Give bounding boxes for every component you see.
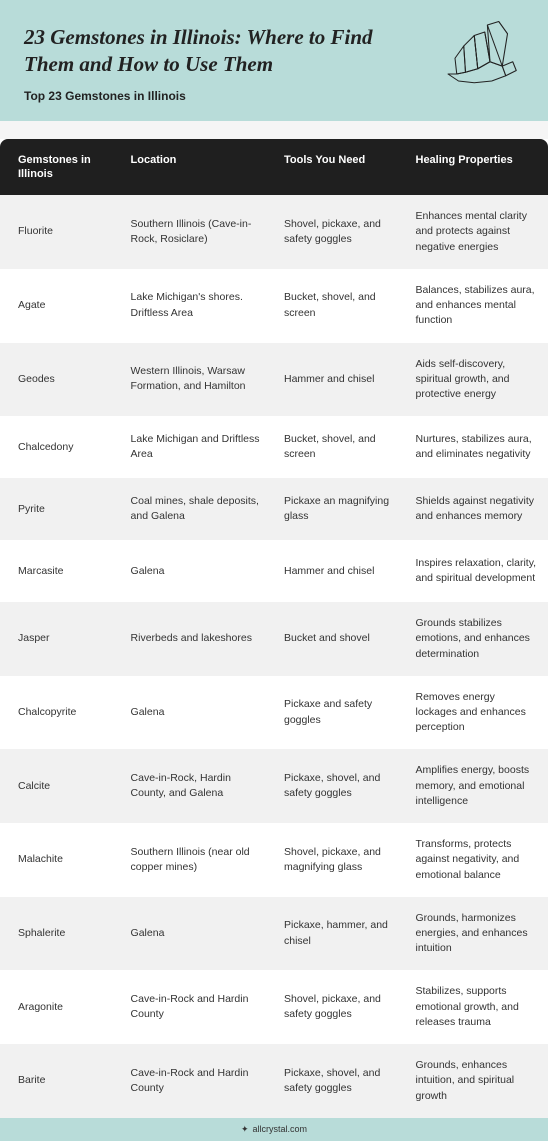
table-cell: Marcasite <box>0 550 121 593</box>
table-row: FluoriteSouthern Illinois (Cave-in-Rock,… <box>0 195 548 269</box>
table-row: BariteCave-in-Rock and Hardin CountyPick… <box>0 1044 548 1118</box>
table-cell: Shovel, pickaxe, and safety goggles <box>274 978 406 1036</box>
page-subtitle: Top 23 Gemstones in Illinois <box>24 89 524 103</box>
th-location: Location <box>121 139 274 196</box>
table-body: FluoriteSouthern Illinois (Cave-in-Rock,… <box>0 195 548 1118</box>
table-cell: Galena <box>121 550 274 593</box>
table-cell: Aragonite <box>0 986 121 1029</box>
header: 23 Gemstones in Illinois: Where to Find … <box>0 0 548 121</box>
table-cell: Calcite <box>0 765 121 808</box>
table-cell: Pickaxe, shovel, and safety goggles <box>274 1052 406 1110</box>
table-cell: Jasper <box>0 617 121 660</box>
table-cell: Grounds stabilizes emotions, and enhance… <box>406 602 548 676</box>
table-cell: Transforms, protects against negativity,… <box>406 823 548 897</box>
table-cell: Shovel, pickaxe, and safety goggles <box>274 203 406 261</box>
table-cell: Galena <box>121 691 274 734</box>
table-cell: Pickaxe and safety goggles <box>274 683 406 741</box>
table-cell: Coal mines, shale deposits, and Galena <box>121 480 274 538</box>
table-cell: Lake Michigan and Driftless Area <box>121 418 274 476</box>
table-cell: Barite <box>0 1059 121 1102</box>
table-row: GeodesWestern Illinois, Warsaw Formation… <box>0 343 548 417</box>
table-cell: Pickaxe, shovel, and safety goggles <box>274 757 406 815</box>
crystal-icon <box>438 18 528 88</box>
table-cell: Inspires relaxation, clarity, and spirit… <box>406 542 548 600</box>
table-cell: Pyrite <box>0 488 121 531</box>
table-cell: Hammer and chisel <box>274 550 406 593</box>
table-row: AragoniteCave-in-Rock and Hardin CountyS… <box>0 970 548 1044</box>
table-row: AgateLake Michigan's shores. Driftless A… <box>0 269 548 343</box>
table-cell: Southern Illinois (near old copper mines… <box>121 831 274 889</box>
table-header-row: Gemstones in Illinois Location Tools You… <box>0 139 548 196</box>
table-cell: Balances, stabilizes aura, and enhances … <box>406 269 548 343</box>
table-cell: Malachite <box>0 838 121 881</box>
table-cell: Grounds, harmonizes energies, and enhanc… <box>406 897 548 971</box>
table-cell: Chalcopyrite <box>0 691 121 734</box>
th-tools: Tools You Need <box>274 139 406 196</box>
table-cell: Galena <box>121 912 274 955</box>
table-cell: Bucket, shovel, and screen <box>274 276 406 334</box>
page-title: 23 Gemstones in Illinois: Where to Find … <box>24 24 404 79</box>
table-cell: Lake Michigan's shores. Driftless Area <box>121 276 274 334</box>
th-healing: Healing Properties <box>406 139 548 196</box>
table-cell: Aids self-discovery, spiritual growth, a… <box>406 343 548 417</box>
table-cell: Fluorite <box>0 210 121 253</box>
table-row: SphaleriteGalenaPickaxe, hammer, and chi… <box>0 897 548 971</box>
table-cell: Bucket, shovel, and screen <box>274 418 406 476</box>
table-cell: Bucket and shovel <box>274 617 406 660</box>
table-row: PyriteCoal mines, shale deposits, and Ga… <box>0 478 548 540</box>
table-cell: Grounds, enhances intuition, and spiritu… <box>406 1044 548 1118</box>
table-cell: Chalcedony <box>0 426 121 469</box>
table-cell: Cave-in-Rock and Hardin County <box>121 978 274 1036</box>
sparkle-icon: ✦ <box>241 1124 249 1134</box>
table-cell: Amplifies energy, boosts memory, and emo… <box>406 749 548 823</box>
table-cell: Stabilizes, supports emotional growth, a… <box>406 970 548 1044</box>
table-row: CalciteCave-in-Rock, Hardin County, and … <box>0 749 548 823</box>
table-cell: Pickaxe an magnifying glass <box>274 480 406 538</box>
table-cell: Southern Illinois (Cave-in-Rock, Rosicla… <box>121 203 274 261</box>
th-gemstone: Gemstones in Illinois <box>0 139 121 196</box>
table-cell: Cave-in-Rock and Hardin County <box>121 1052 274 1110</box>
table-cell: Nurtures, stabilizes aura, and eliminate… <box>406 418 548 476</box>
table-cell: Cave-in-Rock, Hardin County, and Galena <box>121 757 274 815</box>
table-cell: Riverbeds and lakeshores <box>121 617 274 660</box>
table-cell: Shields against negativity and enhances … <box>406 480 548 538</box>
table-cell: Geodes <box>0 358 121 401</box>
table-cell: Pickaxe, hammer, and chisel <box>274 904 406 962</box>
table-cell: Sphalerite <box>0 912 121 955</box>
table-cell: Agate <box>0 284 121 327</box>
table-cell: Hammer and chisel <box>274 358 406 401</box>
table-cell: Removes energy lockages and enhances per… <box>406 676 548 750</box>
table-cell: Western Illinois, Warsaw Formation, and … <box>121 350 274 408</box>
table-row: JasperRiverbeds and lakeshoresBucket and… <box>0 602 548 676</box>
gemstone-table: Gemstones in Illinois Location Tools You… <box>0 139 548 1118</box>
table-row: ChalcedonyLake Michigan and Driftless Ar… <box>0 416 548 478</box>
table-row: ChalcopyriteGalenaPickaxe and safety gog… <box>0 676 548 750</box>
table-row: MarcasiteGalenaHammer and chiselInspires… <box>0 540 548 602</box>
table-cell: Shovel, pickaxe, and magnifying glass <box>274 831 406 889</box>
footer: ✦ allcrystal.com <box>0 1118 548 1141</box>
table-row: MalachiteSouthern Illinois (near old cop… <box>0 823 548 897</box>
table-cell: Enhances mental clarity and protects aga… <box>406 195 548 269</box>
footer-text: allcrystal.com <box>253 1124 308 1134</box>
